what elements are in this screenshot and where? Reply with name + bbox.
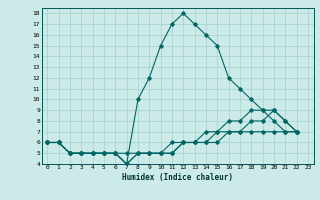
X-axis label: Humidex (Indice chaleur): Humidex (Indice chaleur) <box>122 173 233 182</box>
